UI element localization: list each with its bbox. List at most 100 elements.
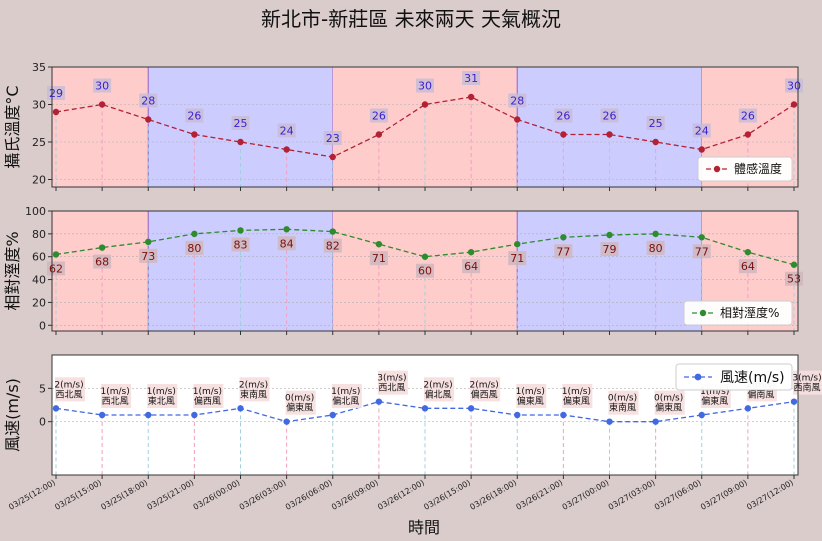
data-point [98,244,106,251]
data-point [145,238,152,246]
data-point [698,234,705,241]
data-label: 64 [464,260,478,273]
wind-speed-label: 0(m/s) [654,394,683,404]
data-label-box [646,116,665,130]
x-tick-label: 03/27(06:00) [653,478,703,512]
data-label: 71 [510,252,524,265]
wind-speed-label: 1(m/s) [516,387,545,397]
data-label: 26 [603,110,617,123]
data-point [421,405,429,412]
legend-label: 體感溫度 [734,161,782,176]
wind-label-box [147,384,178,408]
wind-speed-label: 1(m/s) [147,387,176,397]
x-tick-label: 03/26(09:00) [330,478,380,512]
y-tick-label: 40 [32,274,46,287]
data-point [652,418,659,425]
data-point [145,411,152,419]
wind-direction-label: 西北風 [102,396,129,407]
data-point [698,411,705,419]
data-label-box [323,131,342,145]
x-tick-label: 03/25(15:00) [53,478,103,512]
wind-label-box [516,384,547,408]
legend-swatch-marker [694,373,702,381]
data-label-box [93,254,112,269]
wind-label-box [562,384,593,408]
wind-direction-label: 偏東風 [701,395,728,407]
x-tick-label: 03/27(12:00) [745,478,795,512]
data-point [652,138,659,146]
data-point [514,116,521,123]
data-label: 26 [372,110,386,123]
x-axis-ticks: 03/25(12:00)03/25(15:00)03/25(18:00)03/2… [7,478,795,512]
y-axis-label: 攝氏溫度°C [3,85,22,168]
data-label-box [369,108,388,123]
data-point [237,227,244,234]
series-line [55,401,795,423]
wind-speed-label: 1(m/s) [193,387,222,397]
x-tick-label: 03/26(21:00) [515,478,565,512]
wind-direction-label: 西南風 [793,382,820,394]
data-label: 24 [695,125,709,138]
x-tick-label: 03/27(09:00) [699,478,749,512]
wind-label-box [101,384,132,408]
data-label-box [462,259,481,274]
data-point [606,131,613,138]
data-point [237,405,244,412]
wind-speed-label: 0(m/s) [285,394,314,404]
chart-title: 新北市-新莊區 未來兩天 天氣概況 [261,7,561,31]
wind-speed-label: 2(m/s) [54,380,83,390]
data-label: 31 [464,72,478,85]
data-label-box [185,240,204,255]
data-point [467,248,475,256]
wind-direction-label: 偏北風 [424,388,451,400]
wind-direction-label: 東南風 [609,402,636,414]
data-label: 71 [372,252,386,265]
data-label: 83 [234,238,248,251]
data-point [191,411,198,419]
wind-speed-label: 3(m/s) [792,374,821,384]
data-label-box [692,123,711,138]
data-point [283,226,290,233]
data-label-box [139,93,158,108]
y-axis-label: 相對溼度% [3,231,22,310]
data-label-box [369,251,388,266]
wind-label-box [55,377,85,402]
data-point [514,240,521,248]
data-label: 73 [141,250,155,263]
data-point [560,131,567,138]
data-label: 53 [787,273,801,286]
wind-label-box [608,390,639,415]
legend-swatch-marker [699,309,707,317]
wind-direction-label: 西北風 [55,389,82,400]
x-tick-label: 03/27(00:00) [561,478,611,512]
data-label-box [554,244,573,259]
data-point [467,93,475,101]
data-label: 79 [603,243,617,256]
wind-speed-label: 1(m/s) [101,387,130,397]
data-point [606,231,613,239]
wind-direction-label: 偏東風 [655,402,682,414]
data-label: 30 [418,80,432,93]
wind-speed-label: 0(m/s) [608,394,637,404]
data-label: 30 [95,80,109,93]
x-tick-label: 03/26(06:00) [284,478,334,512]
data-label: 25 [649,117,663,130]
data-point [52,108,60,116]
data-label: 77 [695,245,709,258]
legend-label: 相對溼度% [720,305,779,320]
data-point [744,248,752,256]
data-point [329,411,336,419]
data-label-box [462,71,481,85]
data-point [790,261,798,268]
data-label-box [93,78,112,93]
x-axis-label: 時間 [408,518,440,537]
data-label: 84 [280,237,294,250]
wind-direction-label: 偏東風 [563,395,590,407]
data-label-box [277,123,296,138]
data-label: 82 [326,240,340,253]
data-point [560,234,567,241]
x-tick-label: 03/25(18:00) [99,478,149,512]
